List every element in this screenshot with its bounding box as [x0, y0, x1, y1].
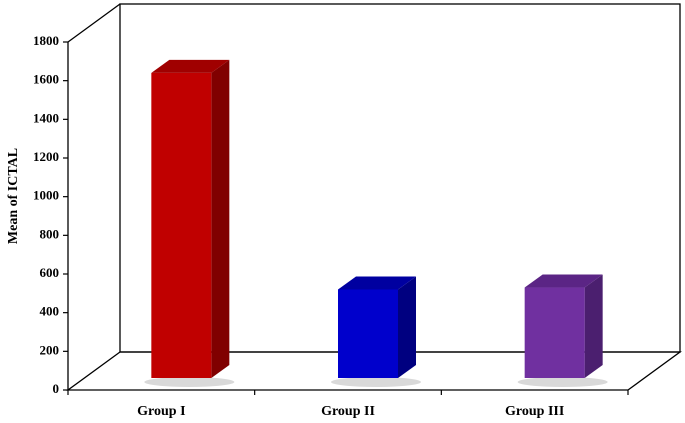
y-tick-label: 200 [40, 342, 60, 357]
y-axis-ticks: 0 200 400 600 800 1000 1200 1400 1600 1800 [33, 33, 68, 396]
bar-shadow [517, 377, 608, 387]
y-tick-label: 1000 [33, 188, 59, 203]
x-category-label: Group I [137, 404, 185, 419]
x-axis-categories: Group I Group II Group III [67, 390, 629, 419]
bar-top-face [338, 276, 416, 290]
y-tick-label: 1800 [33, 33, 59, 48]
bar-side-face [398, 276, 416, 378]
bar-shadow [331, 377, 421, 387]
x-category-label: Group III [505, 404, 564, 419]
bar-shadow [144, 377, 235, 387]
bar-front-face [524, 287, 585, 378]
y-tick-label: 1600 [33, 72, 59, 87]
y-tick-label: 1400 [33, 110, 59, 125]
bar-top-face [524, 274, 603, 288]
x-category-label: Group II [321, 404, 375, 419]
y-tick-label: 800 [40, 226, 60, 241]
bar-top-face [151, 59, 230, 73]
bar-front-face [151, 72, 212, 378]
bar-side-face [211, 59, 230, 378]
y-tick-label: 600 [40, 265, 60, 280]
y-tick-label: 0 [53, 381, 60, 396]
bar-group-ii [331, 276, 421, 387]
bar-side-face [584, 274, 603, 378]
y-tick-label: 1200 [33, 149, 59, 164]
left-wall-top-edge [67, 3, 121, 43]
bar-group-iii [517, 274, 608, 387]
bar-front-face [338, 289, 398, 378]
bar-group-i [144, 59, 235, 387]
y-axis-title: Mean of ICTAL [6, 148, 21, 244]
y-tick-label: 400 [40, 304, 60, 319]
bars [144, 59, 608, 387]
